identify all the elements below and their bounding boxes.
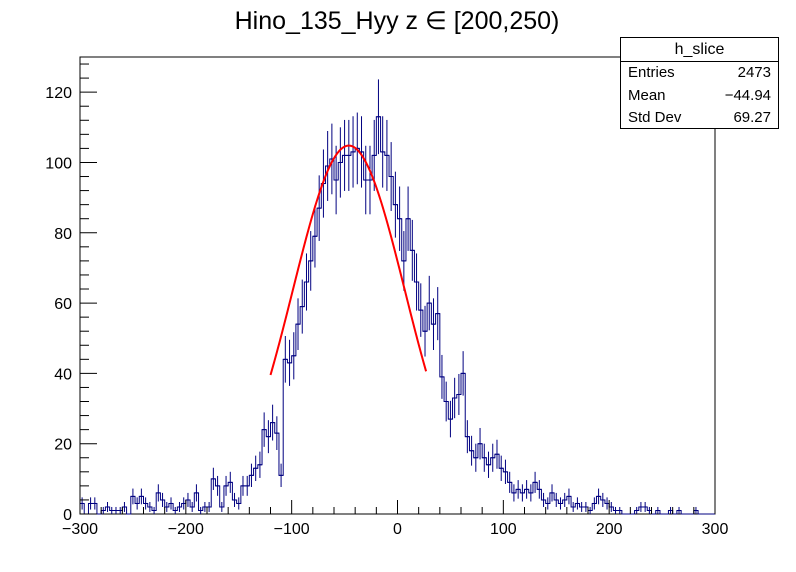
x-tick-label: 300 bbox=[702, 521, 729, 538]
x-tick-label: 0 bbox=[393, 521, 402, 538]
y-tick-label: 80 bbox=[54, 226, 72, 243]
stats-box: h_slice Entries 2473 Mean −44.94 Std Dev… bbox=[620, 37, 779, 129]
y-tick-label: 0 bbox=[63, 507, 72, 524]
y-tick-label: 120 bbox=[45, 85, 72, 102]
gaussian-fit-curve bbox=[269, 144, 428, 376]
x-axis: −300 −200 −100 0 100 200 300 bbox=[62, 500, 728, 538]
error-bars bbox=[81, 79, 697, 514]
y-tick-label: 40 bbox=[54, 366, 72, 383]
histogram-bins bbox=[79, 116, 715, 515]
stats-entries-row: Entries 2473 bbox=[621, 62, 778, 85]
y-tick-label: 20 bbox=[54, 437, 72, 454]
stats-mean-value: −44.94 bbox=[724, 86, 771, 104]
stats-stddev-label: Std Dev bbox=[628, 109, 682, 126]
y-tick-label: 60 bbox=[54, 296, 72, 313]
x-tick-label: −300 bbox=[62, 521, 98, 538]
histogram-outline bbox=[79, 116, 715, 515]
stats-entries-label: Entries bbox=[628, 64, 675, 81]
y-tick-label: 100 bbox=[45, 155, 72, 172]
chart-title: Hino_135_Hyy z ∈ [200,250) bbox=[235, 7, 560, 35]
y-axis: 0 20 40 60 80 100 120 bbox=[45, 63, 97, 524]
stats-box-title: h_slice bbox=[621, 38, 778, 62]
stats-stddev-value: 69.27 bbox=[733, 109, 771, 126]
stats-mean-row: Mean −44.94 bbox=[621, 85, 778, 108]
x-tick-label: 100 bbox=[490, 521, 517, 538]
x-tick-label: 200 bbox=[596, 521, 623, 538]
x-tick-label: −200 bbox=[168, 521, 204, 538]
stats-mean-label: Mean bbox=[628, 86, 666, 104]
x-tick-label: −100 bbox=[274, 521, 310, 538]
stats-stddev-row: Std Dev 69.27 bbox=[621, 107, 778, 130]
stats-entries-value: 2473 bbox=[737, 64, 771, 81]
